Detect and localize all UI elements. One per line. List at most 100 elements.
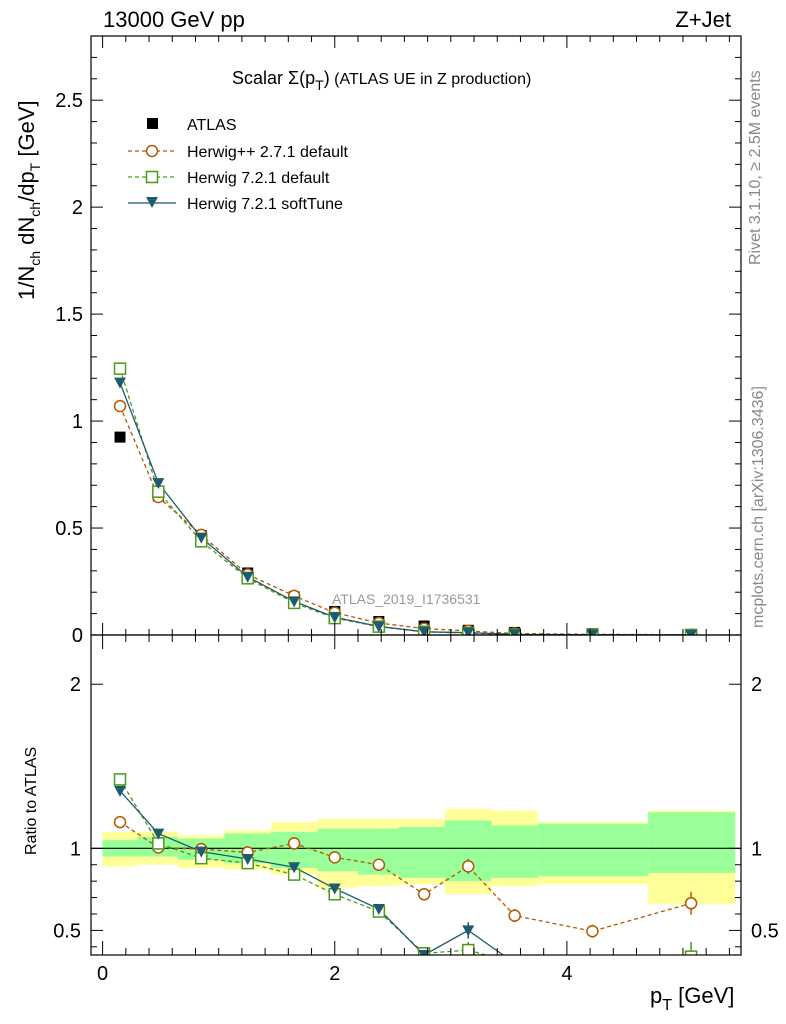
y-axis-label-s2: ch — [27, 202, 43, 217]
legend-label-herwig721: Herwig 7.2.1 default — [187, 170, 330, 187]
ratio-point-softtune — [152, 828, 165, 840]
side-label-bottom: mcplots.cern.ch [arXiv:1306.3436] — [750, 386, 767, 628]
ratio-point-herwig721 — [113, 773, 127, 786]
legend-marker-softtune — [146, 197, 158, 208]
ratio-point-herwigpp — [372, 858, 386, 871]
ratio-point-softtune — [372, 904, 385, 916]
ratio-point-softtune — [195, 846, 208, 858]
legend-marker-herwig721 — [145, 170, 159, 184]
ratio-point-softtune — [509, 958, 521, 969]
x-axis-label-sub: T — [662, 997, 672, 1014]
top-panel-marks — [113, 362, 698, 635]
y-axis-label-a: 1/N — [14, 266, 39, 300]
point-softtune — [372, 621, 385, 633]
analysis-watermark: ATLAS_2019_I1736531 — [332, 591, 481, 607]
ratio-marks — [113, 773, 698, 969]
y-tick-label-ratio: 0.5 — [53, 920, 81, 942]
ratio-point-softtune — [685, 958, 697, 969]
legend-marker-atlas — [147, 118, 158, 129]
y-axis-label-ratio: Ratio to ATLAS — [23, 747, 40, 855]
y-tick-label-ratio: 1 — [70, 838, 81, 860]
ratio-point-softtune — [586, 958, 598, 969]
point-softtune — [586, 629, 599, 635]
ratio-bands — [91, 808, 741, 905]
legend-label-atlas: ATLAS — [187, 117, 237, 134]
ratio-point-softtune — [462, 925, 475, 937]
ratio-point-herwigpp — [461, 860, 475, 873]
point-softtune — [241, 571, 254, 583]
ratio-point-herwigpp — [508, 909, 521, 922]
plot-title: Scalar Σ(pT) (ATLAS UE in Z production) — [232, 68, 531, 93]
plot-title-sub: T — [315, 77, 324, 93]
x-tick-label: 2 — [329, 963, 340, 985]
ratio-point-herwigpp — [328, 851, 341, 864]
ratio-point-herwig721 — [684, 950, 698, 955]
series-line-herwigpp — [119, 405, 692, 635]
y-tick-label-top: 0 — [72, 625, 83, 647]
y-axis-label-d: [GeV] — [14, 100, 39, 162]
y-tick-label-top: 1 — [72, 411, 83, 433]
y-tick-label-ratio: 2 — [70, 674, 81, 696]
y-tick-label-ratio-right: 0.5 — [751, 920, 779, 942]
y-axis-label-s1: ch — [27, 251, 43, 266]
ratio-point-softtune — [288, 862, 301, 874]
y-axis-label-b: dN — [14, 217, 39, 251]
ratio-line-herwigpp — [119, 821, 692, 932]
ratio-line-softtune — [119, 790, 505, 955]
point-softtune — [508, 629, 521, 635]
x-tick-label: 0 — [97, 963, 108, 985]
ratio-panel-ticks: 0.5 0.5 1 1 2 2 0 2 4 — [53, 635, 779, 985]
legend-marker-herwigpp — [145, 144, 159, 158]
top-panel-ticks: 0 0.5 1 1.5 2 2.5 — [55, 35, 741, 647]
plot-title-a: Scalar — [232, 68, 288, 88]
point-atlas — [114, 431, 126, 443]
uncertainty-band-inner — [491, 825, 538, 878]
y-axis-label-c: /dp — [14, 171, 39, 202]
ratio-point-softtune — [328, 883, 341, 895]
uncertainty-band-inner — [648, 812, 736, 873]
header-left: 13000 GeV pp — [103, 7, 245, 32]
point-softtune — [114, 377, 127, 389]
x-tick-label: 4 — [561, 963, 572, 985]
point-softtune — [288, 596, 301, 608]
y-tick-label-top: 1.5 — [55, 304, 83, 326]
ratio-line-herwig721 — [119, 779, 489, 955]
point-softtune — [685, 629, 698, 635]
ratio-point-herwig721 — [461, 943, 475, 955]
point-softtune — [328, 612, 341, 624]
point-softtune — [152, 478, 165, 490]
plot-title-b: ) — [324, 68, 330, 88]
uncertainty-band-inner — [398, 827, 446, 878]
ratio-point-softtune — [114, 785, 127, 797]
point-herwig721 — [113, 362, 127, 375]
legend-label-softtune: Herwig 7.2.1 softTune — [187, 196, 343, 213]
y-tick-label-top: 2.5 — [55, 90, 83, 112]
x-axis-label-a: p — [650, 983, 662, 1008]
uncertainty-band-inner — [317, 828, 358, 872]
x-axis-label: pT [GeV] — [650, 983, 734, 1014]
y-tick-label-top: 2 — [72, 197, 83, 219]
point-softtune — [418, 626, 431, 635]
y-tick-label-ratio-right: 1 — [751, 838, 762, 860]
header-right: Z+Jet — [675, 7, 731, 32]
y-tick-label-top: 0.5 — [55, 518, 83, 540]
side-label-top: Rivet 3.1.10, ≥ 2.5M events — [747, 70, 764, 265]
ratio-point-herwigpp — [287, 837, 301, 850]
plot-title-sigma: Σ(p — [288, 68, 315, 88]
point-softtune — [195, 532, 208, 544]
legend: ATLAS Herwig++ 2.7.1 default Herwig 7.2.… — [128, 117, 349, 213]
ratio-panel-frame — [90, 634, 742, 956]
uncertainty-band-inner — [537, 823, 649, 877]
plot-title-c: (ATLAS UE in Z production) — [330, 71, 532, 88]
ratio-point-herwigpp — [113, 815, 127, 829]
y-axis-label-s3: T — [27, 162, 43, 171]
ratio-point-herwigpp — [417, 888, 431, 901]
point-softtune — [462, 627, 475, 635]
ratio-point-softtune — [241, 854, 254, 865]
ratio-point-herwig721 — [509, 958, 520, 969]
x-axis-label-b: [GeV] — [672, 983, 734, 1008]
point-herwigpp — [113, 399, 127, 413]
ratio-point-herwigpp — [586, 924, 599, 938]
y-axis-label-top: 1/Nch dNch/dpT [GeV] — [14, 100, 43, 300]
